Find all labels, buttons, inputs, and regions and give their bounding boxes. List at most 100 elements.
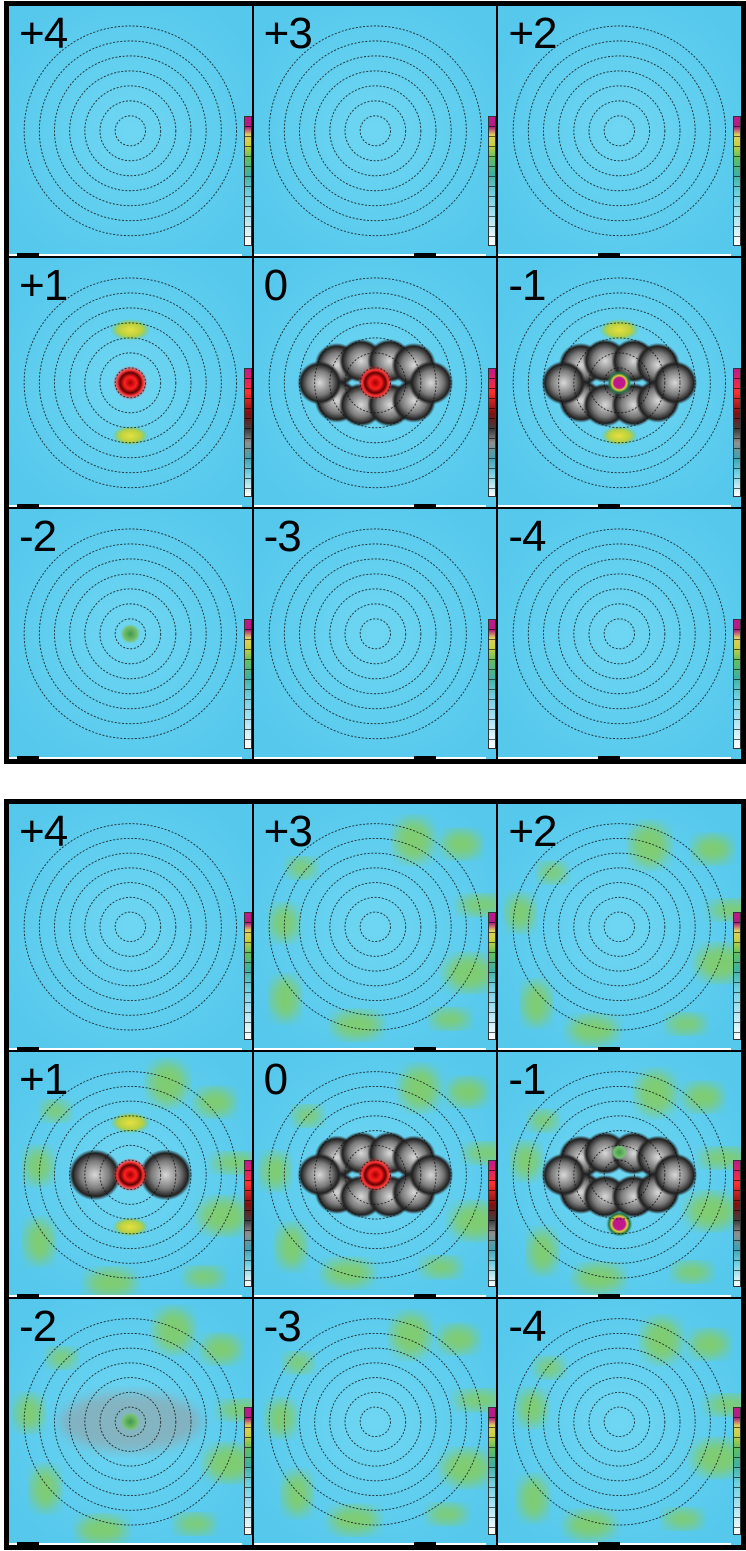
scale-tick [17, 1542, 39, 1545]
color-scale-bar [243, 367, 252, 498]
color-scale-bar [243, 912, 252, 1040]
axis-line [253, 1543, 487, 1545]
axis-line [253, 1295, 487, 1298]
map-panel: -3 [253, 1299, 497, 1545]
map-panel: -1 [498, 257, 741, 508]
density-map [253, 257, 497, 508]
density-map [498, 257, 741, 508]
scale-tick [17, 504, 39, 508]
scale-tick [413, 1046, 436, 1050]
panel-label: -4 [508, 512, 546, 562]
color-scale-bar [488, 1159, 497, 1288]
axis-line [9, 253, 242, 256]
scale-tick [598, 1542, 621, 1545]
axis-line [9, 1047, 242, 1050]
panel-label: -1 [508, 260, 546, 310]
density-map [498, 1051, 741, 1298]
scale-tick [598, 1046, 621, 1050]
scale-tick [17, 252, 39, 256]
map-panel: -1 [498, 1051, 741, 1298]
axis-line [9, 505, 242, 508]
color-scale-bar [733, 1407, 741, 1536]
color-scale-bar [488, 367, 497, 498]
scale-tick [17, 1046, 39, 1050]
scale-tick [413, 756, 436, 759]
map-panel: +4 [9, 6, 252, 256]
scale-tick [598, 504, 621, 508]
panel-grid: +4 [9, 804, 741, 1545]
scale-tick [598, 1294, 621, 1298]
density-map [253, 6, 497, 256]
panel-label: -1 [508, 1054, 546, 1104]
scale-tick [17, 756, 39, 759]
color-scale-bar [733, 115, 741, 246]
panel-label: +1 [19, 260, 68, 310]
color-scale-bar [733, 619, 741, 749]
map-panel: +1 [9, 1051, 252, 1298]
panel-label: -3 [263, 1302, 302, 1352]
figure-bottom: +4 [4, 799, 746, 1550]
map-panel: -3 [253, 509, 497, 759]
panel-label: +4 [19, 807, 68, 856]
density-map [253, 804, 497, 1050]
color-scale-bar [733, 912, 741, 1040]
density-map [498, 509, 741, 759]
scale-tick [413, 252, 436, 256]
panel-label: +2 [508, 9, 557, 58]
density-map [9, 1051, 252, 1298]
scale-tick [413, 504, 436, 508]
axis-line [253, 505, 487, 508]
density-map [253, 1299, 497, 1545]
map-panel: +1 [9, 257, 252, 508]
map-panel: -4 [498, 509, 741, 759]
axis-line [9, 757, 242, 759]
map-panel: +3 [253, 804, 497, 1050]
color-scale-bar [243, 115, 252, 246]
map-panel: +4 [9, 804, 252, 1050]
map-panel: 0 [253, 1051, 497, 1298]
density-map [498, 1299, 741, 1545]
panel-label: +3 [263, 807, 313, 856]
map-panel: -2 [9, 1299, 252, 1545]
color-scale-bar [488, 1407, 497, 1536]
panel-label: -2 [19, 512, 57, 562]
panel-label: -4 [508, 1302, 546, 1352]
density-map [253, 509, 497, 759]
color-scale-bar [488, 115, 497, 246]
scale-tick [598, 756, 621, 759]
density-map [498, 804, 741, 1050]
density-map [9, 804, 252, 1050]
density-map [9, 257, 252, 508]
panel-label: 0 [263, 260, 289, 310]
color-scale-bar [733, 367, 741, 498]
axis-line [9, 1295, 242, 1298]
density-map [9, 509, 252, 759]
panel-label: +3 [263, 9, 313, 58]
density-map [9, 1299, 252, 1545]
color-scale-bar [243, 1407, 252, 1536]
density-map [9, 6, 252, 256]
scale-tick [413, 1542, 436, 1545]
axis-line [253, 253, 487, 256]
color-scale-bar [243, 619, 252, 749]
map-panel: -4 [498, 1299, 741, 1545]
panel-label: +2 [508, 807, 557, 856]
axis-line [253, 1047, 487, 1050]
panel-label: +4 [19, 9, 68, 58]
panel-label: -3 [263, 512, 302, 562]
scale-tick [413, 1294, 436, 1298]
scale-tick [17, 1294, 39, 1298]
panel-grid: +4 [9, 6, 741, 759]
density-map [253, 1051, 497, 1298]
map-panel: +3 [253, 6, 497, 256]
map-panel: +2 [498, 6, 741, 256]
panel-label: 0 [263, 1054, 289, 1104]
scale-tick [598, 252, 621, 256]
color-scale-bar [488, 619, 497, 749]
color-scale-bar [243, 1159, 252, 1288]
panel-label: +1 [19, 1054, 68, 1104]
panel-label: -2 [19, 1302, 57, 1352]
map-panel: 0 [253, 257, 497, 508]
map-panel: -2 [9, 509, 252, 759]
axis-line [253, 757, 487, 759]
